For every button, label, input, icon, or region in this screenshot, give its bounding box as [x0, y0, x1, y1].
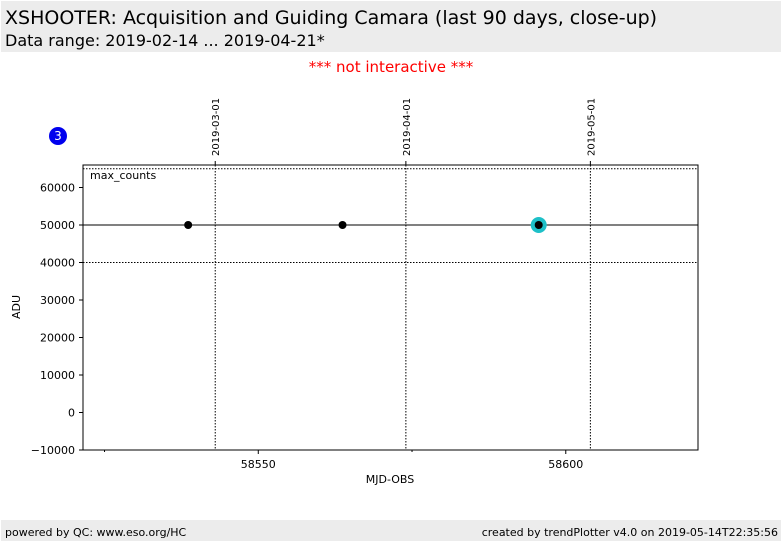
y-tick-label: 50000: [40, 219, 75, 232]
series-legend-label: max_counts: [90, 169, 157, 182]
plot-area: 2019-03-01 2019-04-01 2019-05-01 −10000 0 100…: [31, 98, 698, 471]
data-point: [184, 221, 193, 229]
x-tick-label: 58550: [241, 458, 276, 471]
badge: 3: [49, 127, 67, 145]
x-tick-label: 58600: [548, 458, 583, 471]
data-point: [338, 221, 347, 229]
date-label: 2019-03-01: [211, 98, 222, 156]
report-header: XSHOOTER: Acquisition and Guiding Camara…: [1, 1, 781, 52]
y-tick-label: 20000: [40, 332, 75, 345]
badge-label: 3: [54, 129, 62, 143]
y-tick-label: 60000: [40, 182, 75, 195]
footer-powered-by: powered by QC: www.eso.org/HC: [5, 526, 187, 539]
not-interactive-notice: *** not interactive ***: [308, 58, 474, 76]
y-axis-label: ADU: [10, 295, 23, 319]
y-tick-label: 30000: [40, 294, 75, 307]
footer-created-by: created by trendPlotter v4.0 on 2019-05-…: [481, 526, 778, 539]
y-tick-label: 40000: [40, 257, 75, 270]
badge-circle: [49, 127, 67, 145]
data-point: [534, 221, 543, 229]
y-tick-label: 10000: [40, 369, 75, 382]
date-label: 2019-04-01: [402, 98, 413, 156]
plot-frame: [82, 164, 699, 451]
report-footer: powered by QC: www.eso.org/HC created by…: [1, 520, 781, 541]
data-range-subtitle: Data range: 2019-02-14 ... 2019-04-21*: [5, 31, 325, 50]
y-tick-label: 0: [68, 407, 75, 420]
y-tick-label: −10000: [31, 444, 75, 457]
x-axis-label: MJD-OBS: [366, 473, 414, 486]
page-title: XSHOOTER: Acquisition and Guiding Camara…: [5, 7, 658, 29]
date-label: 2019-05-01: [586, 98, 597, 156]
